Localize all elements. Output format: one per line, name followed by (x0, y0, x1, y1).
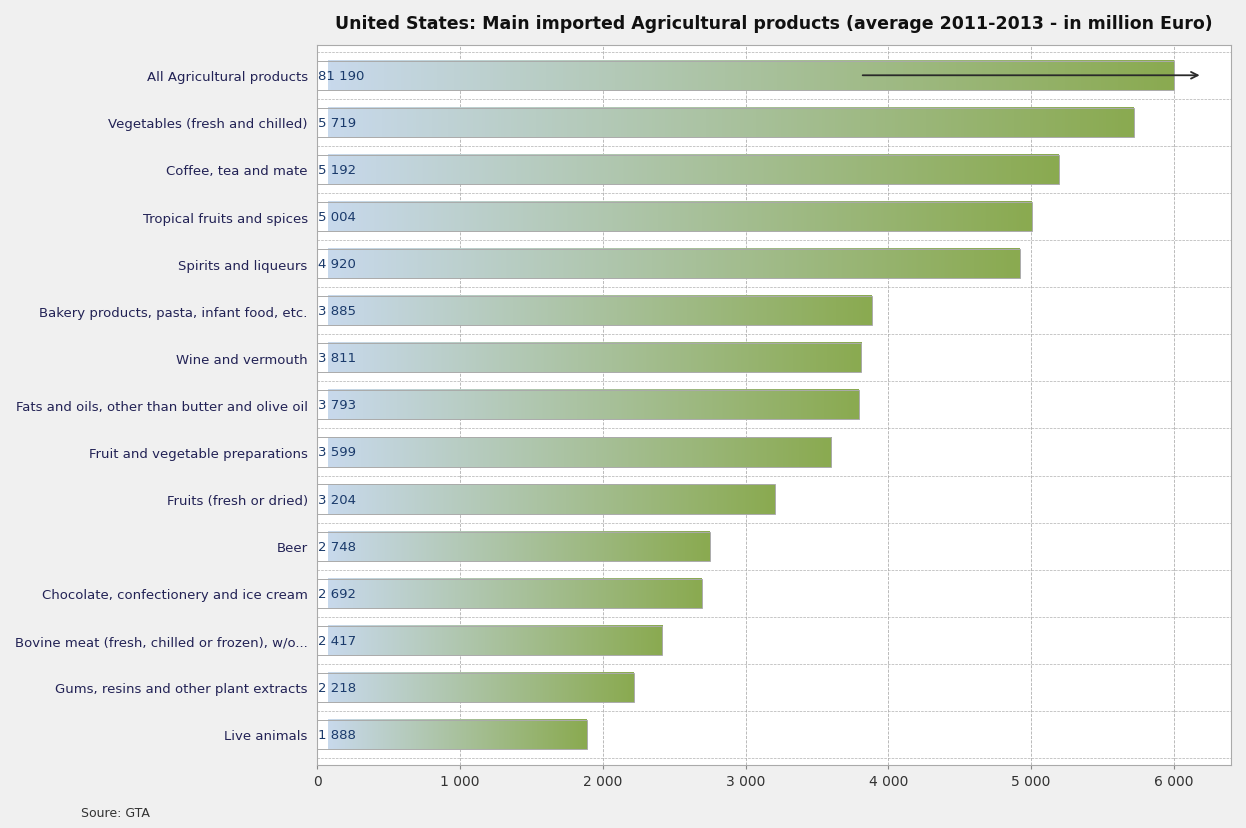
Bar (318, 391, 328, 420)
Text: 5 004: 5 004 (318, 211, 356, 224)
Bar (318, 579, 701, 608)
Bar (318, 156, 328, 185)
Text: 5 192: 5 192 (318, 164, 356, 176)
Bar (318, 626, 328, 655)
Bar (318, 250, 1019, 279)
Text: 5 719: 5 719 (318, 117, 356, 130)
Text: 3 599: 3 599 (318, 446, 356, 459)
Text: 4 920: 4 920 (318, 258, 356, 271)
Text: 2 417: 2 417 (318, 634, 356, 647)
Text: 3 793: 3 793 (318, 399, 356, 412)
Bar (318, 532, 710, 561)
Bar (318, 673, 634, 702)
Title: United States: Main imported Agricultural products (average 2011-2013 - in milli: United States: Main imported Agricultura… (335, 15, 1214, 33)
Bar (318, 438, 831, 467)
Text: 3 811: 3 811 (318, 352, 356, 365)
Bar (318, 61, 328, 91)
Bar (318, 438, 328, 467)
Bar (318, 626, 663, 655)
Bar (318, 485, 328, 514)
Bar (318, 344, 861, 373)
Text: 3 885: 3 885 (318, 305, 356, 318)
Text: 2 748: 2 748 (318, 540, 356, 553)
Text: Soure: GTA: Soure: GTA (81, 806, 150, 819)
Text: 3 204: 3 204 (318, 493, 356, 506)
Bar (318, 720, 587, 749)
Bar (318, 673, 328, 702)
Bar (318, 108, 328, 137)
Bar (318, 61, 1174, 91)
Bar (318, 344, 328, 373)
Bar (318, 296, 872, 326)
Bar (318, 203, 1032, 232)
Bar (318, 250, 328, 279)
Bar (318, 720, 328, 749)
Text: 1 888: 1 888 (318, 728, 356, 741)
Bar (318, 156, 1059, 185)
Text: 2 692: 2 692 (318, 587, 356, 600)
Bar (318, 203, 328, 232)
Bar (318, 485, 775, 514)
Text: 2 218: 2 218 (318, 681, 356, 694)
Bar (318, 108, 1134, 137)
Bar (318, 391, 858, 420)
Text: 81 190: 81 190 (318, 70, 364, 83)
Bar (318, 579, 328, 608)
Bar (318, 296, 328, 326)
Bar (318, 532, 328, 561)
